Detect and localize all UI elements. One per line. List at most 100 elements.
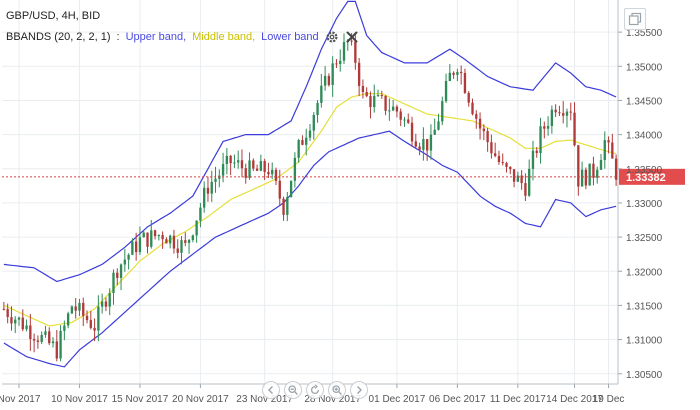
candle-body [233, 162, 236, 164]
candle-body [573, 112, 576, 146]
candle-body [611, 142, 614, 159]
candle-body [399, 111, 402, 120]
candle-body [51, 341, 55, 344]
candle-body [150, 230, 153, 247]
scroll-left-button[interactable] [262, 381, 280, 399]
candle-body [320, 85, 323, 103]
candle-body [452, 72, 455, 75]
candle-body [221, 164, 225, 176]
candle-body [388, 110, 391, 112]
candle-body [199, 207, 202, 221]
candle-body [486, 131, 489, 143]
candle-body [380, 95, 383, 97]
candle-body [467, 92, 470, 103]
candle-body [418, 146, 421, 150]
candle-body [384, 95, 387, 111]
candle-body [614, 158, 618, 180]
candle-body [97, 306, 100, 331]
candle-body [528, 168, 531, 196]
candle-body [14, 319, 17, 324]
candle-body [74, 306, 77, 311]
candle-body [112, 272, 115, 294]
candle-body [478, 118, 482, 129]
candle-body [471, 102, 474, 115]
candle-body [289, 180, 293, 197]
candle-body [259, 161, 263, 171]
scroll-right-button[interactable] [350, 381, 368, 399]
candle-body [153, 230, 157, 237]
axes: 1.35500 1.35000 1.34500 1.34000 1.33500 1.330… [0, 0, 663, 405]
candle-body [554, 109, 557, 113]
bollinger-bands [3, 0, 617, 368]
candle-body [543, 126, 546, 129]
candle-body [357, 62, 361, 86]
candle-body [293, 157, 297, 181]
x-tick-label: 10 Nov 2017 [51, 394, 108, 405]
candle-body [195, 220, 198, 236]
candle-body [165, 239, 168, 244]
candle-body [161, 235, 164, 240]
upper-band-line [3, 0, 617, 283]
candle-body [497, 155, 501, 163]
indicator-name: BBANDS (20, 2, 2, 1) [6, 31, 111, 43]
y-tick-label: 1.32000 [626, 267, 663, 278]
candle-body [592, 163, 595, 178]
candle-body [278, 180, 281, 199]
chevron-left-icon [268, 386, 273, 394]
candle-body [297, 140, 300, 158]
candle-body [63, 325, 66, 331]
candle-body [184, 240, 187, 243]
candle-body [119, 264, 123, 278]
candle-body [603, 140, 606, 161]
fullscreen-button[interactable] [624, 8, 646, 30]
candle-body [558, 112, 561, 114]
candle-body [369, 96, 372, 108]
candle-body [36, 340, 40, 342]
symbol-title: GBP/USD, 4H, BID [6, 10, 101, 22]
zoom-out-icon [288, 385, 298, 395]
zoom-out-button[interactable] [284, 381, 302, 399]
candle-body [403, 119, 406, 121]
candle-body [407, 119, 410, 123]
candle-body [169, 235, 172, 244]
candle-body [187, 239, 191, 243]
y-tick-label: 1.35000 [626, 62, 663, 73]
x-tick-label: 06 Dec 2017 [429, 394, 486, 405]
candle-body [66, 313, 70, 326]
candle-body [146, 232, 149, 247]
candle-body [10, 317, 13, 324]
candle-body [108, 293, 111, 307]
candle-body [100, 301, 104, 307]
candle-body [335, 63, 338, 65]
candle-body [123, 259, 126, 265]
candle-body [142, 232, 145, 238]
y-tick-label: 1.34000 [626, 131, 663, 142]
candle-body [274, 169, 278, 181]
x-tick-label: 14 Dec 2017 [546, 394, 603, 405]
candle-body [85, 315, 89, 321]
candle-body [89, 320, 92, 328]
candle-body [134, 241, 138, 253]
chart-navigation [262, 381, 368, 401]
candle-body [391, 106, 395, 111]
candle-body [93, 327, 96, 331]
reset-view-button[interactable] [306, 381, 324, 399]
close-icon[interactable] [345, 30, 359, 44]
candle-body [339, 60, 342, 65]
current-price-line: 1.33382 [2, 168, 685, 185]
gear-icon[interactable] [325, 30, 339, 44]
candle-body [116, 272, 119, 278]
zoom-in-button[interactable] [328, 381, 346, 399]
candle-body [127, 254, 130, 260]
x-tick-label: 28 Nov 2017 [304, 394, 361, 405]
candle-body [2, 308, 6, 310]
candle-body [252, 160, 255, 169]
candle-body [550, 109, 554, 126]
candle-body [350, 40, 353, 42]
current-price-label: 1.33382 [626, 172, 666, 184]
x-tick-label: 15 Nov 2017 [112, 394, 169, 405]
candle-body [509, 166, 512, 170]
candle-body [48, 331, 51, 344]
candle-body [70, 306, 74, 314]
